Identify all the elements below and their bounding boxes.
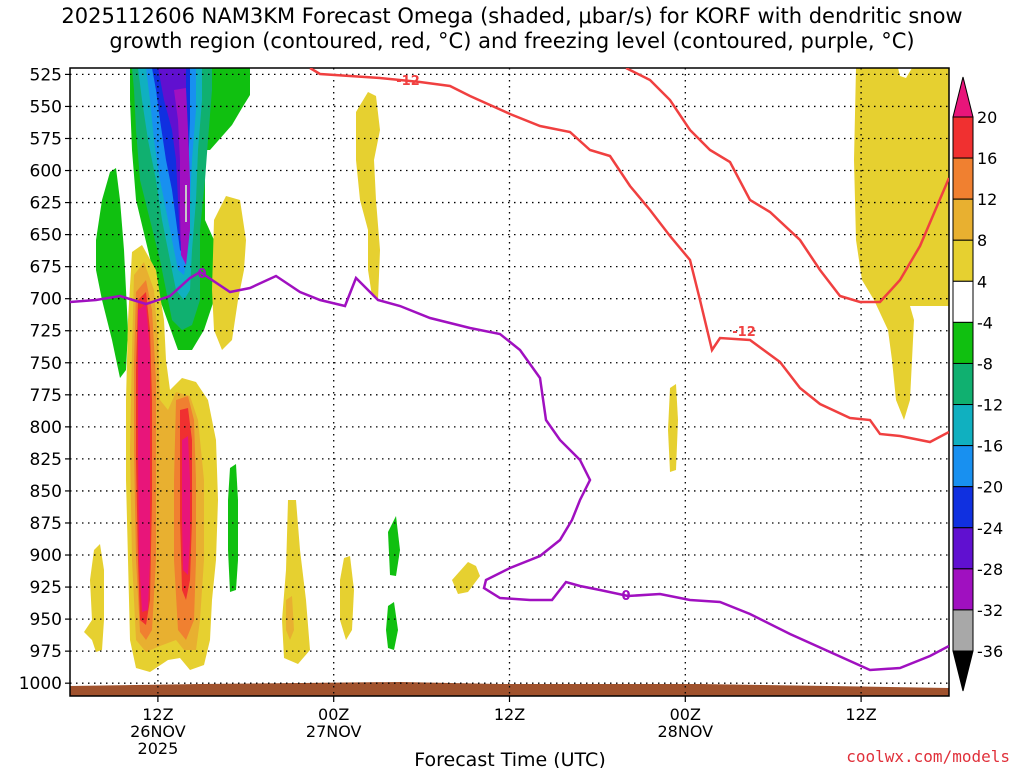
x-tick-label: 12Z xyxy=(845,705,876,724)
colorbar-segment xyxy=(952,609,974,652)
colorbar-segment xyxy=(952,157,974,200)
x-tick-label: 00Z xyxy=(318,705,349,724)
omega-area-pos4-mid-upper xyxy=(356,92,380,300)
x-tick-label: 00Z xyxy=(670,705,701,724)
omega-area-white-gap-right xyxy=(898,68,912,78)
omega-area-pos4-right xyxy=(854,68,949,420)
title-line-1: 2025112606 NAM3KM Forecast Omega (shaded… xyxy=(61,4,963,28)
y-tick-label: 825 xyxy=(30,450,62,470)
title-line-2: growth region (contoured, red, °C) and f… xyxy=(109,29,915,53)
colorbar-segment xyxy=(952,321,974,364)
y-tick-label: 575 xyxy=(30,129,62,149)
y-tick-label: 975 xyxy=(30,642,62,662)
omega-area-neg8-lowmid xyxy=(228,464,238,592)
y-tick-label: 925 xyxy=(30,578,62,598)
omega-area-pos4-right-small xyxy=(668,384,678,472)
omega-area-pos4-lowmid1 xyxy=(282,500,310,664)
credit-text: coolwx.com/models xyxy=(846,747,1010,766)
x-tick-label: 28NOV xyxy=(658,722,714,741)
y-tick-label: 625 xyxy=(30,194,62,214)
colorbar-segment xyxy=(952,568,974,611)
x-tick-label: 2025 xyxy=(138,739,179,758)
contour-minus12-upper xyxy=(309,68,949,444)
y-axis-ticks: 525 550 575 600 625 650 675 700 725 750 775 800 825 8… xyxy=(19,65,70,694)
y-tick-label: 675 xyxy=(30,258,62,278)
y-tick-label: 600 xyxy=(30,162,62,182)
x-tick-label: 12Z xyxy=(494,705,525,724)
contour-minus12-right xyxy=(625,68,949,304)
y-tick-label: 725 xyxy=(30,322,62,342)
x-tick-label: 27NOV xyxy=(306,722,362,741)
colorbar-segment xyxy=(952,198,974,241)
colorbar-label: 4 xyxy=(977,272,987,291)
colorbar-label: -28 xyxy=(977,560,1003,579)
omega-area-pos8-lowmid1 xyxy=(286,596,294,640)
colorbar-segment xyxy=(952,527,974,570)
omega-area-neg8-left xyxy=(96,168,128,378)
y-tick-label: 525 xyxy=(30,65,62,85)
omega-area-pos4-mid-small xyxy=(452,562,480,594)
colorbar-segment xyxy=(952,239,974,282)
colorbar-label: -32 xyxy=(977,601,1003,620)
y-tick-label: 650 xyxy=(30,226,62,246)
omega-area-pos4-ll xyxy=(84,544,104,652)
ground-surface xyxy=(70,682,949,696)
colorbar-segment xyxy=(952,362,974,406)
y-tick-label: 900 xyxy=(30,546,62,566)
colorbar-label: 12 xyxy=(977,190,997,209)
x-tick-label: 12Z xyxy=(142,705,173,724)
colorbar-label: -12 xyxy=(977,396,1003,415)
colorbar-bottom-arrow xyxy=(952,650,974,692)
colorbar-segment xyxy=(952,445,974,488)
contour-label-zero-b: 0 xyxy=(621,589,630,604)
colorbar-segment xyxy=(952,116,974,159)
y-tick-label: 1000 xyxy=(19,674,62,694)
colorbar-label: -36 xyxy=(977,642,1003,661)
freezing-level-contours xyxy=(70,270,949,672)
omega-shading xyxy=(84,68,949,672)
omega-area-pos20 xyxy=(138,304,150,612)
dendritic-contours xyxy=(309,68,949,444)
contour-zero-freezing-level xyxy=(70,270,949,672)
colorbar-label: -8 xyxy=(977,354,993,373)
colorbar-label: 8 xyxy=(977,231,987,250)
chart-title: 2025112606 NAM3KM Forecast Omega (shaded… xyxy=(0,4,1024,54)
colorbar-top-arrow xyxy=(952,76,974,118)
omega-area-pos20-b xyxy=(182,436,190,575)
colorbar-segment xyxy=(952,280,974,323)
colorbar-label: -16 xyxy=(977,437,1003,456)
contour-label-minus12-a: -12 xyxy=(396,74,420,89)
colorbar-label: -20 xyxy=(977,478,1003,497)
contour-label-zero-a: 0 xyxy=(197,267,206,282)
colorbar-label: 16 xyxy=(977,149,997,168)
x-tick-label: 26NOV xyxy=(130,722,186,741)
y-tick-label: 875 xyxy=(30,514,62,534)
y-tick-label: 700 xyxy=(30,290,62,310)
x-axis-label: Forecast Time (UTC) xyxy=(414,749,605,768)
y-tick-label: 850 xyxy=(30,482,62,502)
colorbar-label: -4 xyxy=(977,313,993,332)
colorbar-label: 20 xyxy=(977,108,997,127)
y-tick-label: 775 xyxy=(30,386,62,406)
grid-lines xyxy=(70,68,949,696)
colorbar-label: -24 xyxy=(977,519,1003,538)
omega-area-neg8-lowmid3 xyxy=(386,602,398,650)
omega-area-neg8-lowmid2 xyxy=(388,516,400,576)
colorbar-segment xyxy=(952,404,974,447)
omega-area-pos4-lowmid2 xyxy=(340,556,354,640)
colorbar: 20 16 12 8 4 -4 -8 -12 -16 -20 -24 -28 -32 -36 xyxy=(952,76,1003,692)
contour-label-minus12-b: -12 xyxy=(732,325,756,340)
y-tick-label: 950 xyxy=(30,610,62,630)
y-tick-label: 750 xyxy=(30,354,62,374)
y-tick-label: 800 xyxy=(30,418,62,438)
y-tick-label: 550 xyxy=(30,97,62,117)
omega-area-pos4-upper xyxy=(212,196,246,350)
colorbar-segment xyxy=(952,486,974,529)
